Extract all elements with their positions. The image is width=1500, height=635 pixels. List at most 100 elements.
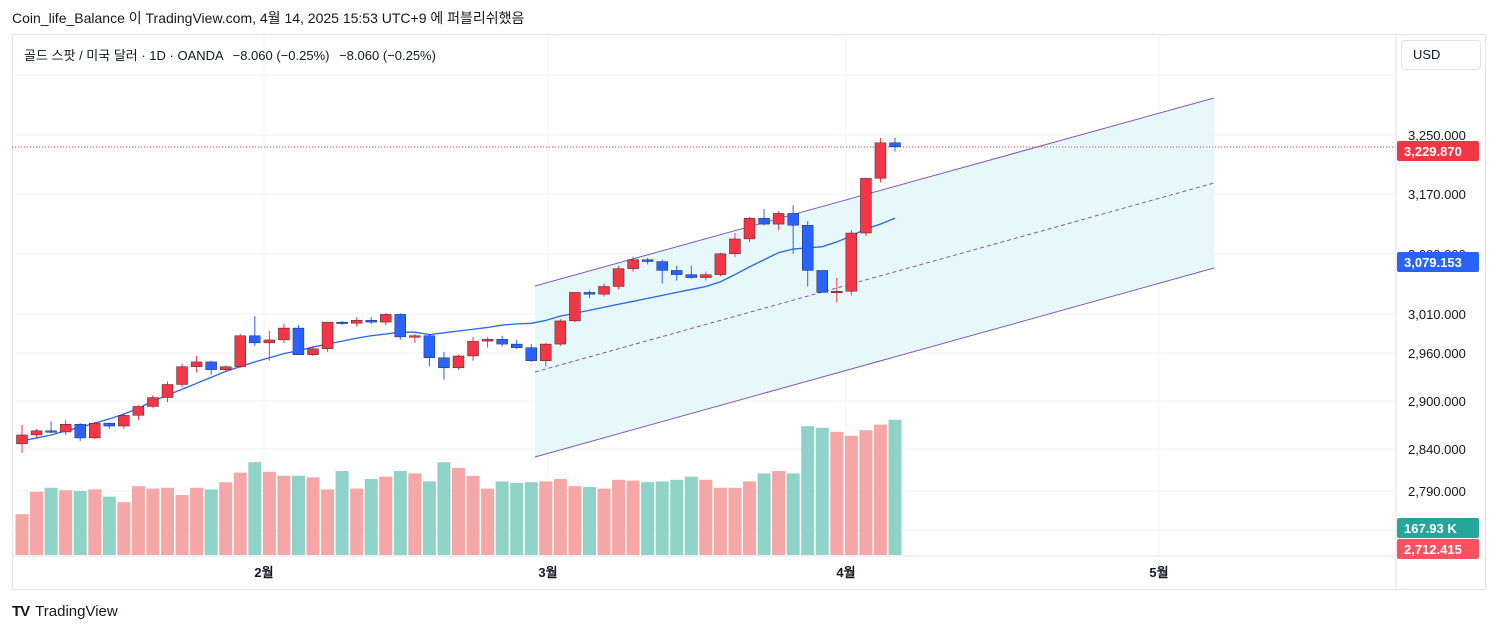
volume-bar (539, 481, 553, 555)
candle[interactable] (700, 274, 712, 278)
candle[interactable] (234, 335, 246, 367)
candle[interactable] (583, 292, 596, 295)
candle[interactable] (423, 335, 436, 358)
candle[interactable] (641, 259, 654, 262)
candle[interactable] (249, 335, 261, 344)
volume-bar (30, 491, 44, 555)
candle[interactable] (496, 339, 508, 345)
volume-bar (699, 479, 713, 555)
candle[interactable] (132, 406, 145, 416)
low-price-label: 2,712.415 (1404, 542, 1462, 557)
candle[interactable] (409, 335, 421, 338)
volume-bar (146, 488, 160, 555)
candle[interactable] (365, 320, 377, 323)
candle[interactable] (481, 339, 494, 342)
candle[interactable] (816, 270, 828, 293)
volume-label: 167.93 K (1404, 521, 1457, 536)
candle[interactable] (45, 430, 57, 433)
candle[interactable] (729, 238, 741, 254)
symbol-info[interactable]: 골드 스팟 / 미국 달러 · 1D · OANDA (24, 48, 223, 63)
footer-brand[interactable]: TV TradingView (12, 603, 118, 620)
candle[interactable] (569, 292, 581, 322)
volume-bar (321, 489, 335, 555)
candle[interactable] (802, 225, 814, 271)
candle[interactable] (772, 213, 785, 225)
candle[interactable] (292, 327, 305, 355)
candle[interactable] (59, 424, 72, 433)
candle[interactable] (205, 361, 217, 370)
volume-bar (204, 489, 218, 555)
candle[interactable] (176, 366, 188, 385)
candle[interactable] (831, 291, 843, 293)
channel-upper-line[interactable] (534, 97, 1215, 287)
candle[interactable] (336, 321, 348, 324)
low-price-label-bg (1397, 539, 1479, 559)
candle[interactable] (74, 424, 86, 439)
candle[interactable] (511, 343, 523, 348)
candle[interactable] (350, 320, 363, 324)
candle[interactable] (467, 340, 479, 357)
volume-label-bg (1397, 518, 1479, 538)
volume-bar (190, 487, 204, 555)
legend: 골드 스팟 / 미국 달러 · 1D · OANDA −8.060 (−0.25… (24, 45, 436, 64)
candle[interactable] (394, 314, 406, 338)
volume-bar (786, 473, 800, 555)
candle[interactable] (16, 434, 28, 445)
candle[interactable] (278, 327, 290, 341)
candle[interactable] (671, 270, 683, 275)
volume-bar (262, 471, 276, 555)
volume-bar (743, 481, 756, 555)
candle[interactable] (540, 343, 552, 361)
publish-header: Coin_life_Balance 이 TradingView.com, 4월 … (12, 10, 525, 26)
candle[interactable] (147, 397, 159, 407)
candle[interactable] (685, 274, 697, 278)
candle[interactable] (219, 366, 232, 370)
volume-bar (524, 482, 538, 555)
candle[interactable] (714, 253, 727, 275)
volume-bar (612, 479, 626, 555)
volume-bar (772, 471, 786, 555)
candle[interactable] (860, 178, 872, 234)
candle[interactable] (321, 321, 334, 350)
volume-bar (233, 472, 247, 555)
candle[interactable] (103, 422, 116, 427)
candle[interactable] (190, 361, 203, 367)
candle[interactable] (874, 142, 887, 179)
volume-bar (481, 488, 495, 555)
candle[interactable] (438, 357, 450, 369)
candle[interactable] (758, 217, 770, 225)
candle[interactable] (787, 213, 799, 226)
candle[interactable] (598, 286, 610, 295)
candle[interactable] (380, 314, 392, 323)
candle[interactable] (612, 268, 625, 287)
channel-lower-line[interactable] (534, 267, 1215, 458)
volume-bar (379, 476, 393, 555)
channel-mid-line (534, 182, 1215, 373)
volume-bar (597, 488, 611, 555)
last-price-label: 3,229.870 (1404, 144, 1462, 159)
candle[interactable] (30, 430, 43, 436)
candle[interactable] (161, 384, 174, 398)
volume-bar (873, 424, 887, 555)
candle[interactable] (554, 320, 567, 345)
y-tick-label: 2,960.000 (1408, 346, 1466, 361)
candle[interactable] (627, 259, 639, 269)
candle[interactable] (118, 415, 130, 427)
candle[interactable] (656, 261, 668, 271)
volume-bar (277, 475, 291, 555)
candle[interactable] (307, 348, 319, 355)
ma-price-label-bg (1397, 252, 1479, 272)
candle[interactable] (89, 422, 101, 439)
candle[interactable] (452, 355, 465, 369)
candle[interactable] (743, 217, 756, 240)
y-tick-label: 3,170.000 (1408, 187, 1466, 202)
x-tick-label: 4월 (836, 565, 855, 580)
candle[interactable] (845, 232, 858, 292)
candle[interactable] (889, 142, 901, 148)
currency-button[interactable]: USD (1401, 40, 1481, 70)
candle[interactable] (525, 347, 537, 361)
volume-bar (626, 480, 640, 555)
change-value-2: −8.060 (−0.25%) (339, 48, 436, 63)
candle[interactable] (263, 339, 276, 344)
